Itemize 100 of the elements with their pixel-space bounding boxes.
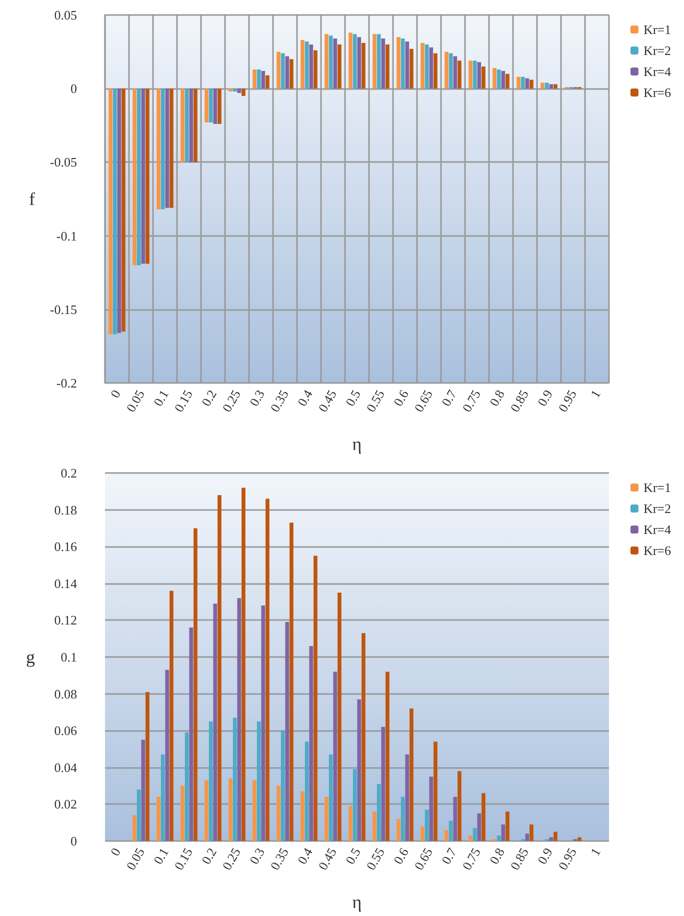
x-tick-label: 0.6 — [390, 844, 412, 867]
bar — [530, 80, 534, 89]
bar — [396, 818, 400, 841]
bar — [290, 59, 294, 89]
bar — [276, 52, 280, 89]
x-tick-label: 0.8 — [486, 845, 508, 867]
bar — [352, 769, 357, 841]
bar — [482, 793, 486, 841]
x-tick-label: 0.4 — [294, 386, 316, 409]
x-tick-label: 0.75 — [459, 845, 484, 872]
bar — [117, 88, 122, 333]
bar — [304, 41, 309, 89]
bar — [376, 34, 381, 89]
bar — [285, 622, 290, 841]
bar — [458, 771, 462, 841]
x-tick-label: 0.35 — [267, 387, 292, 414]
x-tick-label: 0.9 — [534, 845, 556, 867]
x-tick-label: 0.7 — [438, 844, 460, 867]
bar — [501, 70, 506, 89]
bar — [213, 604, 218, 841]
bar — [496, 835, 501, 841]
bar — [232, 718, 237, 841]
bar — [180, 88, 184, 162]
y-tick-label: -0.05 — [50, 154, 77, 170]
bar — [372, 812, 376, 841]
x-tick-label: 0.05 — [123, 387, 148, 414]
bar — [141, 740, 146, 841]
bar — [276, 786, 280, 841]
bar — [530, 824, 534, 841]
bar — [492, 68, 496, 89]
legend-label: Kr=1 — [643, 22, 672, 37]
bar — [136, 88, 141, 266]
y-tick-label: 0.06 — [54, 723, 78, 738]
x-tick-label: 0.75 — [459, 387, 484, 414]
x-tick-label: 0.25 — [219, 387, 244, 414]
bar — [194, 88, 198, 162]
bar — [448, 820, 453, 841]
bar — [252, 69, 256, 89]
x-tick-label: 0 — [107, 845, 124, 858]
bar — [309, 44, 314, 89]
bar — [357, 37, 362, 89]
bar — [204, 780, 208, 841]
bar — [232, 88, 237, 92]
y-tick-label: 0 — [70, 834, 77, 848]
bar — [242, 488, 246, 841]
bar — [280, 730, 285, 841]
bar — [468, 835, 472, 841]
y-tick-label: -0.15 — [50, 302, 77, 317]
bar — [362, 633, 366, 841]
bar — [352, 34, 357, 89]
bar — [228, 88, 232, 92]
x-tick-label: 0.85 — [507, 387, 532, 414]
bar — [204, 88, 208, 122]
x-tick-label: 0.6 — [390, 386, 412, 409]
bar — [381, 726, 386, 841]
x-tick-label: 0.4 — [294, 844, 316, 867]
y-tick-label: 0.05 — [54, 8, 77, 22]
bar — [429, 47, 434, 89]
bar — [444, 830, 448, 841]
bar — [208, 88, 213, 122]
legend-label: Kr=4 — [643, 64, 672, 79]
y-tick-label: 0.1 — [60, 650, 77, 664]
bar — [189, 628, 194, 841]
bar — [333, 672, 338, 841]
bar — [261, 70, 266, 89]
y-axis-title: g — [26, 647, 35, 667]
y-tick-label: 0 — [70, 81, 77, 96]
bar — [324, 796, 328, 841]
bar — [156, 88, 160, 210]
bar — [160, 754, 165, 841]
bar — [132, 815, 136, 841]
bar — [256, 721, 261, 841]
x-tick-label: 0.9 — [534, 387, 556, 409]
bar — [578, 837, 582, 841]
bar — [208, 721, 213, 841]
x-tick-label: 0.2 — [198, 387, 220, 409]
x-tick-label: 0.1 — [150, 845, 172, 867]
bar — [328, 754, 333, 841]
bar — [429, 776, 434, 841]
bar — [348, 806, 352, 841]
bar — [554, 832, 558, 841]
bar — [386, 672, 390, 841]
legend-label: Kr=6 — [643, 85, 672, 100]
bar — [314, 556, 318, 841]
bar — [333, 38, 338, 89]
bar — [122, 88, 126, 332]
x-tick-label: 1 — [587, 845, 604, 858]
bar — [266, 75, 270, 89]
bar — [242, 88, 246, 96]
bar — [252, 780, 256, 841]
bar — [477, 62, 482, 89]
legend-label: Kr=4 — [643, 522, 672, 537]
bar — [506, 812, 510, 841]
bar — [434, 53, 438, 89]
bar — [549, 837, 554, 841]
bar — [285, 56, 290, 89]
bar — [477, 813, 482, 841]
bar — [165, 670, 170, 841]
legend-label: Kr=2 — [643, 43, 672, 58]
bar — [357, 699, 362, 841]
